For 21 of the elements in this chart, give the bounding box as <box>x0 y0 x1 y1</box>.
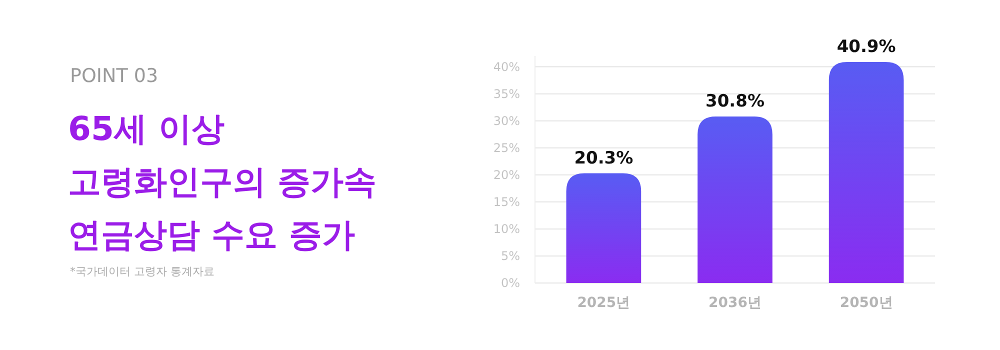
y-tick-label: 5% <box>500 248 520 263</box>
y-tick-label: 25% <box>493 140 520 155</box>
y-tick-label: 30% <box>493 114 520 128</box>
y-tick-label: 15% <box>493 194 520 209</box>
data-label: 20.3% <box>574 148 634 168</box>
x-tick-label: 2050년 <box>840 295 893 311</box>
y-tick-label: 40% <box>493 60 520 74</box>
bar <box>828 62 904 283</box>
bar <box>698 116 772 283</box>
text: 65세 이상 고령화인구의 증가속 연금상담 수요 증가 <box>68 109 376 254</box>
x-tick-label: 2025년 <box>577 295 630 311</box>
y-tick-label: 10% <box>493 222 520 236</box>
bar <box>566 173 642 283</box>
y-tick-label: 0% <box>500 276 520 290</box>
data-label: 40.9% <box>836 36 896 57</box>
x-tick-label: 2036년 <box>708 295 762 311</box>
text: *국가데이터 고령자 통계자료 <box>70 265 214 278</box>
y-tick-label: 35% <box>493 86 520 101</box>
text: POINT 03 <box>70 65 158 87</box>
data-label: 30.8% <box>706 92 764 112</box>
y-tick-label: 20% <box>493 168 520 182</box>
